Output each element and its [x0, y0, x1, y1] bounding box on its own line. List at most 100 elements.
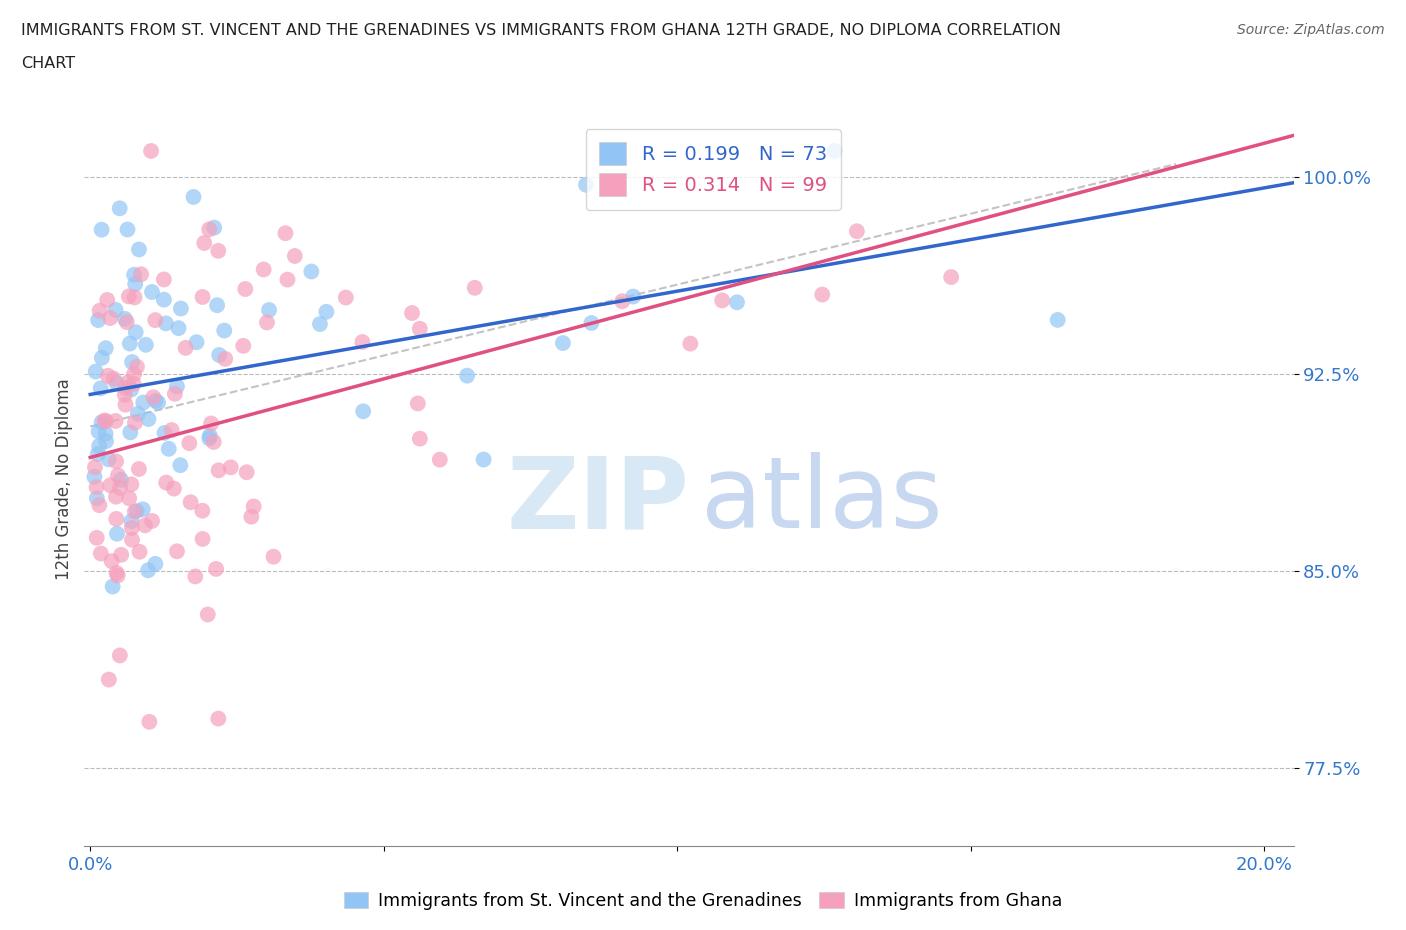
Point: [184, 569, 207, 584]
Point: [284, 248, 307, 263]
Point: [93, 413, 115, 428]
Point: [274, 226, 297, 241]
Point: [125, 359, 148, 374]
Point: [94, 340, 117, 355]
Point: [94, 414, 117, 429]
Point: [122, 377, 145, 392]
Point: [118, 289, 141, 304]
Point: [207, 463, 229, 478]
Point: [214, 352, 236, 366]
Point: [141, 513, 163, 528]
Point: [86, 480, 108, 495]
Point: [811, 287, 834, 302]
Point: [179, 436, 201, 451]
Text: ZIP: ZIP: [506, 453, 689, 550]
Point: [125, 503, 148, 518]
Text: Source: ZipAtlas.com: Source: ZipAtlas.com: [1237, 23, 1385, 37]
Point: [114, 312, 136, 326]
Point: [207, 711, 229, 726]
Point: [127, 406, 149, 421]
Point: [89, 438, 111, 453]
Point: [94, 426, 117, 441]
Point: [94, 433, 117, 448]
Point: [108, 201, 131, 216]
Point: [104, 489, 127, 504]
Point: [167, 321, 190, 336]
Point: [129, 267, 152, 282]
Point: [409, 432, 432, 446]
Point: [124, 504, 146, 519]
Point: [153, 292, 176, 307]
Point: [191, 532, 214, 547]
Point: [208, 348, 231, 363]
Point: [406, 396, 429, 411]
Point: [122, 267, 145, 282]
Point: [134, 518, 156, 533]
Point: [117, 222, 139, 237]
Point: [104, 302, 127, 317]
Point: [105, 526, 128, 541]
Point: [299, 264, 322, 279]
Point: [89, 303, 111, 318]
Point: [725, 295, 748, 310]
Point: [252, 262, 274, 277]
Point: [679, 336, 702, 351]
Point: [138, 714, 160, 729]
Point: [352, 404, 374, 418]
Point: [202, 434, 225, 449]
Point: [96, 293, 118, 308]
Point: [120, 513, 142, 528]
Point: [100, 553, 122, 568]
Point: [120, 477, 142, 492]
Point: [90, 546, 112, 561]
Point: [581, 315, 603, 330]
Point: [169, 458, 191, 472]
Point: [97, 368, 120, 383]
Point: [122, 366, 145, 381]
Point: [90, 415, 112, 430]
Point: [197, 607, 219, 622]
Point: [233, 282, 256, 297]
Point: [198, 428, 221, 443]
Point: [551, 336, 574, 351]
Point: [90, 222, 112, 237]
Point: [242, 499, 264, 514]
Point: [107, 568, 129, 583]
Text: IMMIGRANTS FROM ST. VINCENT AND THE GRENADINES VS IMMIGRANTS FROM GHANA 12TH GRA: IMMIGRANTS FROM ST. VINCENT AND THE GREN…: [21, 23, 1062, 38]
Point: [202, 220, 225, 235]
Point: [87, 424, 110, 439]
Point: [98, 478, 121, 493]
Point: [256, 315, 278, 330]
Point: [472, 452, 495, 467]
Point: [612, 294, 634, 309]
Point: [180, 495, 202, 510]
Point: [114, 380, 136, 395]
Point: [105, 512, 128, 526]
Point: [104, 414, 127, 429]
Point: [120, 425, 142, 440]
Point: [121, 521, 143, 536]
Point: [174, 340, 197, 355]
Point: [138, 412, 160, 427]
Point: [118, 336, 141, 351]
Point: [401, 306, 423, 321]
Point: [240, 510, 263, 525]
Point: [120, 382, 142, 397]
Point: [132, 502, 155, 517]
Point: [409, 322, 432, 337]
Point: [464, 280, 486, 295]
Point: [110, 472, 132, 487]
Point: [315, 304, 337, 319]
Point: [143, 312, 166, 327]
Y-axis label: 12th Grade, No Diploma: 12th Grade, No Diploma: [55, 379, 73, 579]
Point: [86, 530, 108, 545]
Point: [166, 379, 188, 393]
Point: [114, 397, 136, 412]
Point: [163, 386, 186, 401]
Point: [142, 390, 165, 405]
Point: [193, 235, 215, 250]
Point: [117, 375, 139, 390]
Point: [145, 393, 167, 408]
Point: [621, 289, 644, 304]
Point: [97, 672, 120, 687]
